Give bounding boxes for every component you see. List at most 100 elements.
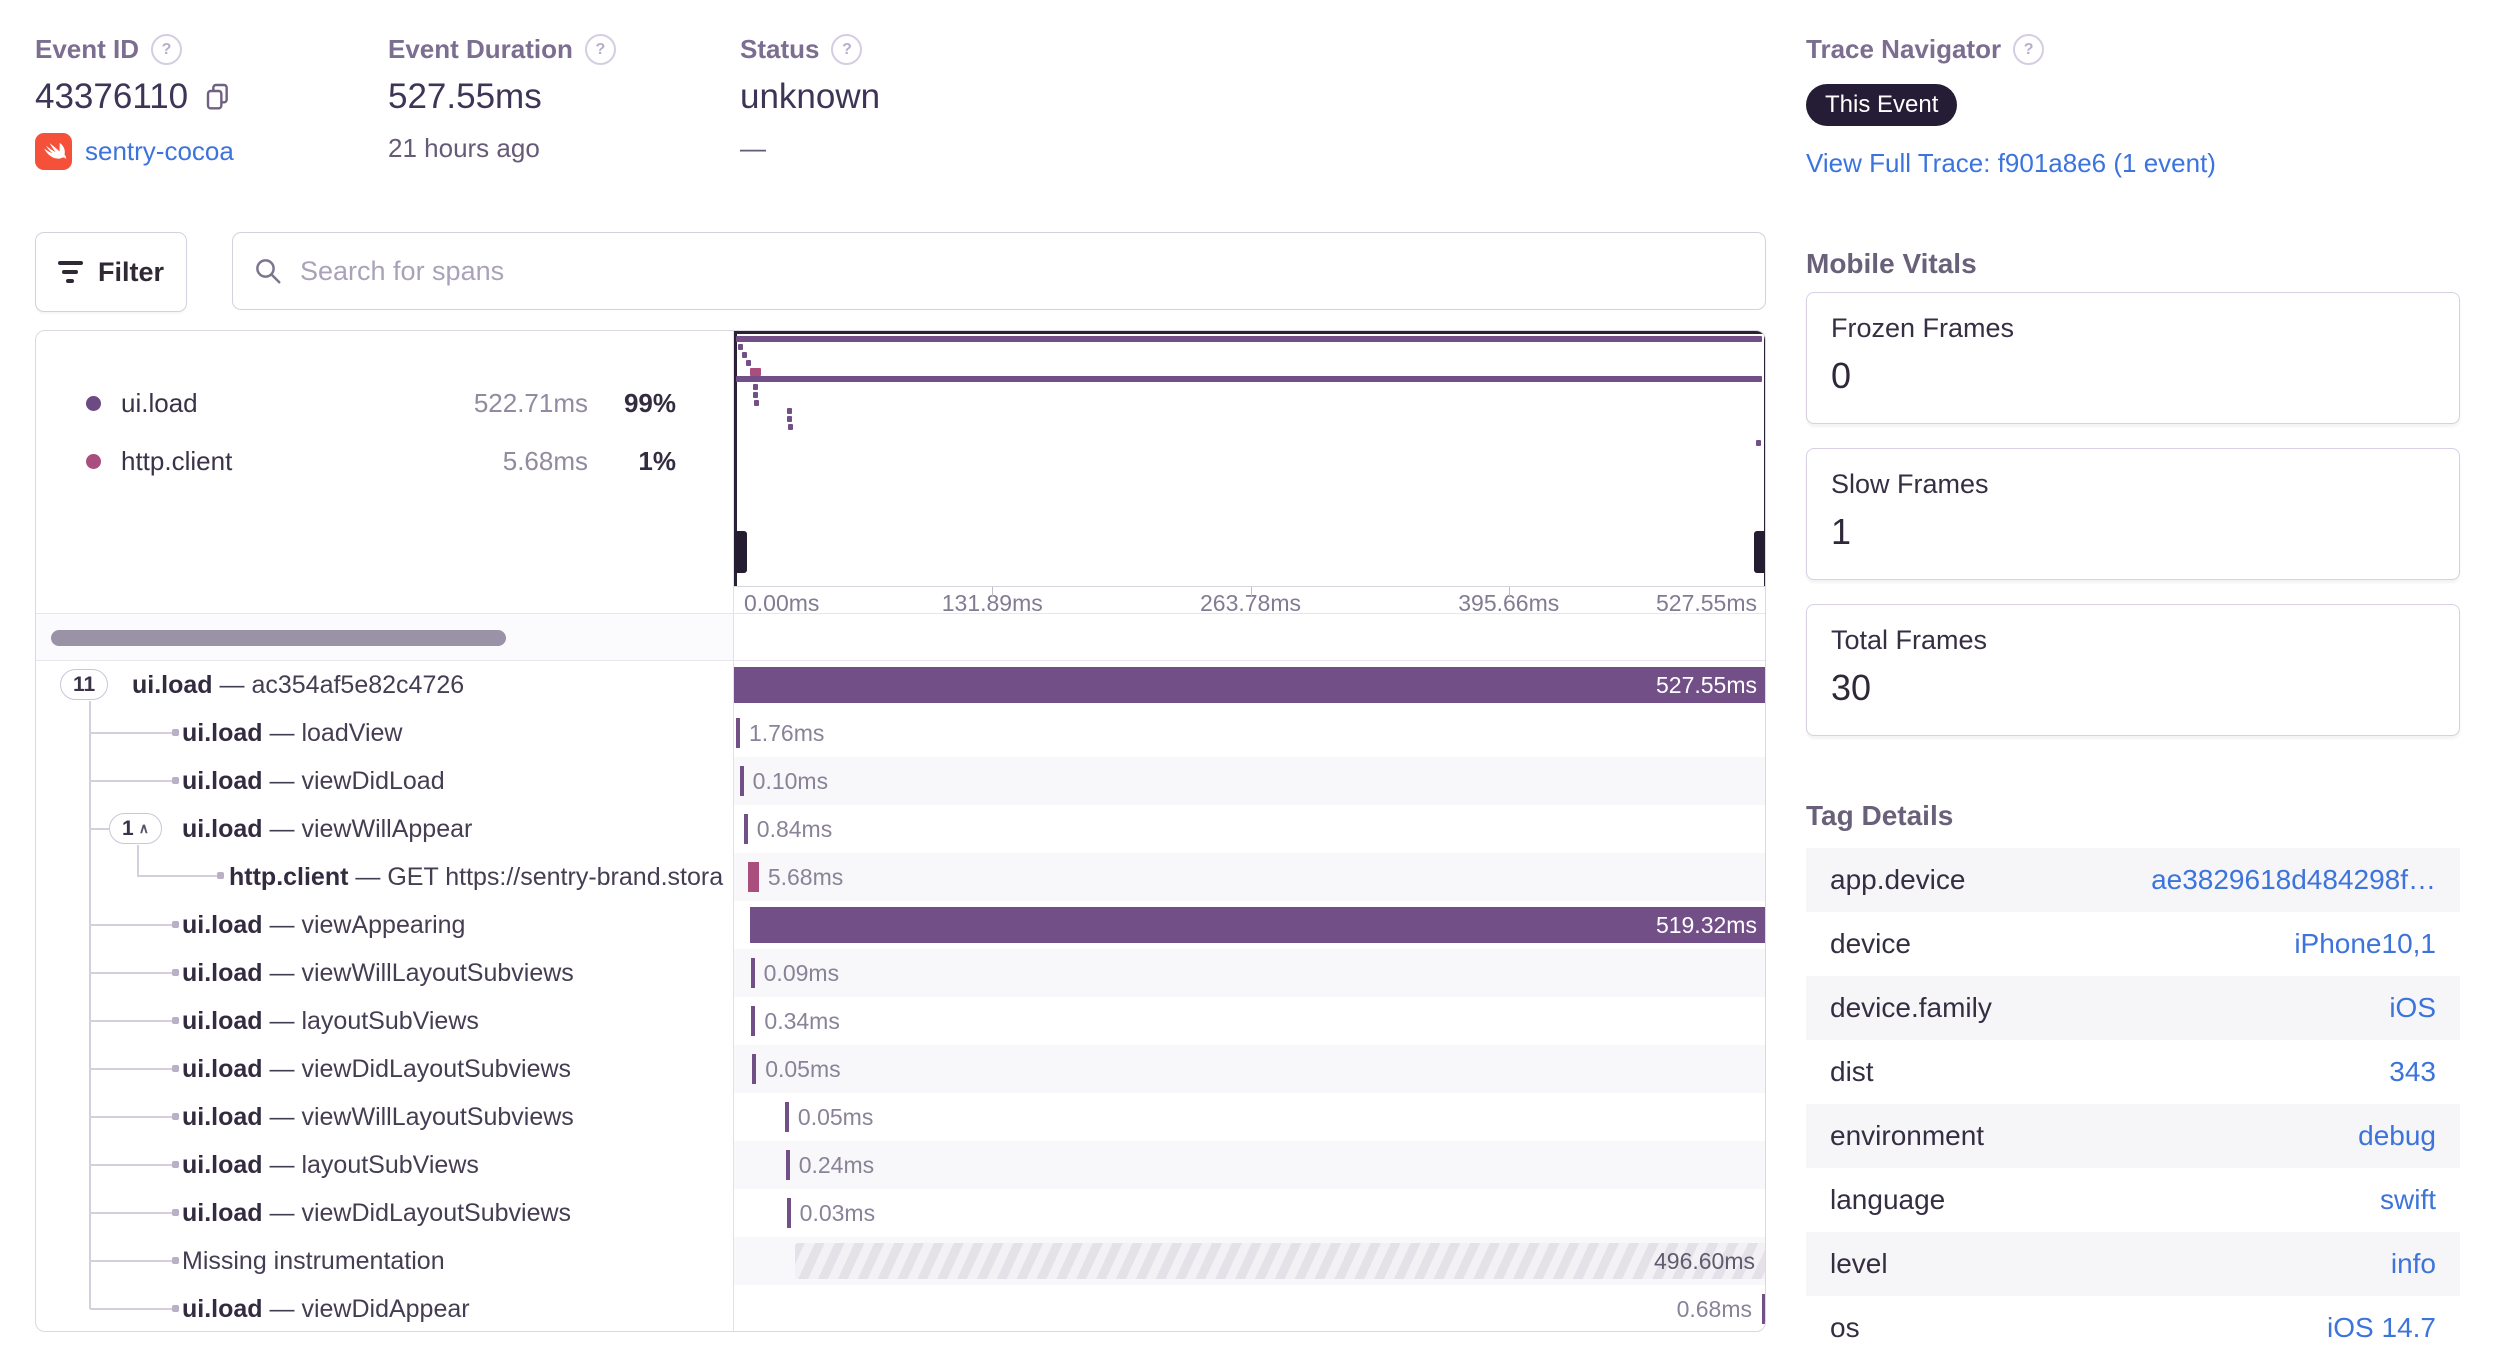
tree-connector-line — [90, 1308, 174, 1310]
span-waterfall-row[interactable]: 0.24ms — [734, 1141, 1765, 1189]
legend-item[interactable]: http.client 5.68ms 1% — [36, 433, 733, 489]
vital-card-label: Total Frames — [1831, 625, 1988, 655]
filter-button[interactable]: Filter — [35, 232, 187, 312]
span-tree-row[interactable]: ui.load — viewDidLoad — [36, 757, 733, 805]
span-bar[interactable] — [785, 1150, 790, 1180]
tag-value-link[interactable]: iOS — [2389, 992, 2436, 1023]
minimap-viewport-left-edge[interactable] — [734, 331, 737, 586]
span-waterfall-row[interactable]: 527.55ms — [734, 661, 1765, 709]
tree-connector-line — [90, 1020, 174, 1022]
event-duration-value: 527.55ms — [388, 77, 542, 116]
tree-connector-dot — [172, 1257, 179, 1264]
span-children-toggle[interactable]: 1 ∧ — [109, 813, 162, 844]
tag-row: language swift — [1806, 1168, 2460, 1232]
span-duration-label: 0.09ms — [763, 960, 840, 986]
span-waterfall-row[interactable]: 0.34ms — [734, 997, 1765, 1045]
status-value: unknown — [740, 77, 881, 116]
span-duration-label: 496.60ms — [1653, 1248, 1755, 1274]
help-icon[interactable]: ? — [151, 34, 183, 65]
span-waterfall-row[interactable]: 0.10ms — [734, 757, 1765, 805]
span-tree-row[interactable]: Missing instrumentation — [36, 1237, 733, 1285]
span-bar[interactable] — [750, 907, 1765, 943]
search-icon — [256, 259, 281, 284]
view-full-trace-link[interactable]: View Full Trace: f901a8e6 (1 event) — [1806, 148, 2216, 178]
tag-key: os — [1830, 1312, 1860, 1343]
span-bar[interactable] — [739, 766, 744, 796]
span-tree-row[interactable]: ui.load — layoutSubViews — [36, 1141, 733, 1189]
span-bar[interactable] — [734, 667, 1765, 703]
span-bar[interactable] — [747, 862, 759, 892]
span-duration-label: 519.32ms — [1655, 912, 1757, 938]
span-waterfall-row[interactable]: 0.05ms — [734, 1093, 1765, 1141]
span-bar[interactable] — [743, 814, 748, 844]
tag-value-link[interactable]: swift — [2380, 1184, 2436, 1215]
span-tree-row[interactable]: ui.load — viewDidLayoutSubviews — [36, 1189, 733, 1237]
span-tree-row[interactable]: ui.load — loadView — [36, 709, 733, 757]
span-waterfall-row[interactable]: 519.32ms — [734, 901, 1765, 949]
tag-value-link[interactable]: iOS 14.7 — [2327, 1312, 2436, 1343]
span-bar[interactable] — [735, 718, 740, 748]
minimap-span-bar — [736, 336, 1762, 342]
tree-scrollbar-thumb[interactable] — [51, 630, 506, 646]
minimap-span-bar — [1756, 440, 1761, 446]
tag-key: dist — [1830, 1056, 1874, 1087]
help-icon[interactable]: ? — [2013, 34, 2045, 65]
copy-icon[interactable] — [202, 81, 234, 113]
span-tree-row[interactable]: http.client — GET https://sentry-brand.s… — [36, 853, 733, 901]
vital-card-value: 30 — [1831, 667, 1872, 708]
minimap[interactable] — [734, 331, 1765, 586]
span-bar[interactable] — [751, 1006, 756, 1036]
span-children-toggle[interactable]: 11 — [60, 669, 109, 700]
tag-key: environment — [1830, 1120, 1985, 1151]
span-waterfall-row[interactable]: 496.60ms — [734, 1237, 1765, 1285]
tag-value-link[interactable]: debug — [2358, 1120, 2436, 1151]
project-link[interactable]: sentry-cocoa — [85, 136, 234, 166]
span-waterfall-row[interactable]: 1.76ms — [734, 709, 1765, 757]
tag-value-link[interactable]: iPhone10,1 — [2294, 928, 2436, 959]
span-waterfall-row[interactable]: 0.84ms — [734, 805, 1765, 853]
span-tree-row[interactable]: 1 ∧ ui.load — viewWillAppear — [36, 805, 733, 853]
tag-value-link[interactable]: info — [2390, 1248, 2436, 1279]
tag-value-link[interactable]: 343 — [2389, 1056, 2436, 1087]
minimap-left-handle[interactable] — [734, 531, 747, 573]
panel-divider[interactable] — [733, 331, 734, 1331]
span-tree-row[interactable]: ui.load — viewDidAppear — [36, 1285, 733, 1331]
span-tree-row[interactable]: ui.load — viewWillLayoutSubviews — [36, 1093, 733, 1141]
span-tree-row[interactable]: ui.load — layoutSubViews — [36, 997, 733, 1045]
search-input[interactable] — [298, 254, 1745, 288]
axis-tick-mark — [1250, 587, 1252, 596]
span-waterfall-row[interactable]: 0.68ms — [734, 1285, 1765, 1331]
span-waterfall-row[interactable]: 0.03ms — [734, 1189, 1765, 1237]
minimap-right-handle[interactable] — [1754, 531, 1765, 573]
span-bar[interactable] — [794, 1243, 1765, 1279]
legend-item[interactable]: ui.load 522.71ms 99% — [36, 375, 733, 431]
span-description: ui.load — viewDidLoad — [182, 767, 445, 795]
span-tree-row[interactable]: ui.load — viewAppearing — [36, 901, 733, 949]
span-waterfall-row[interactable]: 0.05ms — [734, 1045, 1765, 1093]
sidebar: Trace Navigator ? This Event View Full T… — [1806, 0, 2460, 1366]
vital-card-value: 1 — [1831, 511, 1852, 552]
tag-value-link[interactable]: ae3829618d484298f… — [2151, 864, 2436, 895]
help-icon[interactable]: ? — [831, 34, 863, 65]
trace-navigator-label: Trace Navigator — [1806, 34, 2002, 64]
tree-connector-line — [90, 1116, 174, 1118]
help-icon[interactable]: ? — [584, 34, 616, 65]
tree-scroll-track[interactable] — [36, 613, 733, 661]
time-axis: 0.00ms 131.89ms 263.78ms 395.66ms 527.55ms — [734, 586, 1765, 616]
span-bar[interactable] — [786, 1198, 791, 1228]
span-bar[interactable] — [784, 1102, 789, 1132]
tag-row: os iOS 14.7 — [1806, 1296, 2460, 1360]
span-waterfall-row[interactable]: 5.68ms — [734, 853, 1765, 901]
this-event-badge[interactable]: This Event — [1806, 84, 1958, 126]
span-tree-row[interactable]: ui.load — viewWillLayoutSubviews — [36, 949, 733, 997]
span-bar[interactable] — [1762, 1294, 1765, 1324]
span-bar[interactable] — [750, 958, 755, 988]
span-tree-row[interactable]: ui.load — viewDidLayoutSubviews — [36, 1045, 733, 1093]
tree-connector-dot — [172, 969, 179, 976]
span-tree-row[interactable]: 11 ui.load — ac354af5e82c4726 — [36, 661, 733, 709]
tree-connector-dot — [172, 1209, 179, 1216]
span-duration-label: 527.55ms — [1655, 672, 1757, 698]
span-waterfall-row[interactable]: 0.09ms — [734, 949, 1765, 997]
minimap-viewport-right-edge[interactable] — [1764, 331, 1765, 586]
span-bar[interactable] — [752, 1054, 757, 1084]
